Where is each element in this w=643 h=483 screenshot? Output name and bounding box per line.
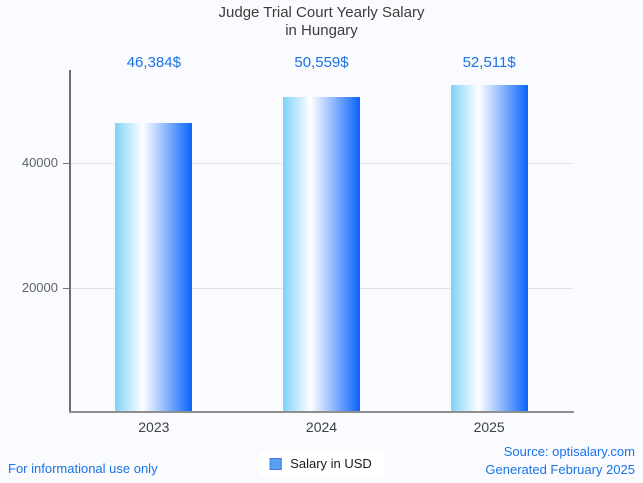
bar-value-label-2023: 46,384$ — [126, 54, 181, 71]
x-axis-label-2023: 2023 — [138, 419, 170, 435]
y-axis-label-40000: 40000 — [21, 155, 58, 170]
source-block: Source: optisalary.com Generated Februar… — [485, 443, 635, 479]
generated-date: Generated February 2025 — [485, 462, 635, 477]
y-axis-line — [69, 70, 71, 413]
bar-2024 — [283, 97, 360, 413]
source-link[interactable]: Source: optisalary.com — [503, 444, 635, 459]
x-axis-label-2025: 2025 — [473, 419, 505, 435]
x-axis-line — [69, 411, 574, 413]
bar-2025 — [450, 84, 528, 413]
y-axis-label-20000: 20000 — [21, 280, 58, 295]
x-axis-label-2024: 2024 — [305, 419, 338, 435]
disclaimer-text: For informational use only — [8, 461, 158, 476]
y-axis-tick-20000 — [63, 287, 70, 289]
legend-label: Salary in USD — [290, 456, 372, 471]
y-axis-tick-40000 — [63, 162, 70, 164]
bar-value-label-2024: 50,559$ — [294, 54, 349, 71]
legend: Salary in USD — [259, 452, 384, 476]
chart-title: Judge Trial Court Yearly Salary in Hunga… — [0, 4, 643, 40]
legend-marker-square-icon — [269, 457, 282, 470]
bar-value-label-2025: 52,511$ — [462, 54, 516, 71]
chart-title-line1: Judge Trial Court Yearly Salary — [218, 4, 425, 21]
bar-2023 — [115, 123, 193, 413]
chart-title-line2: in Hungary — [285, 22, 358, 39]
